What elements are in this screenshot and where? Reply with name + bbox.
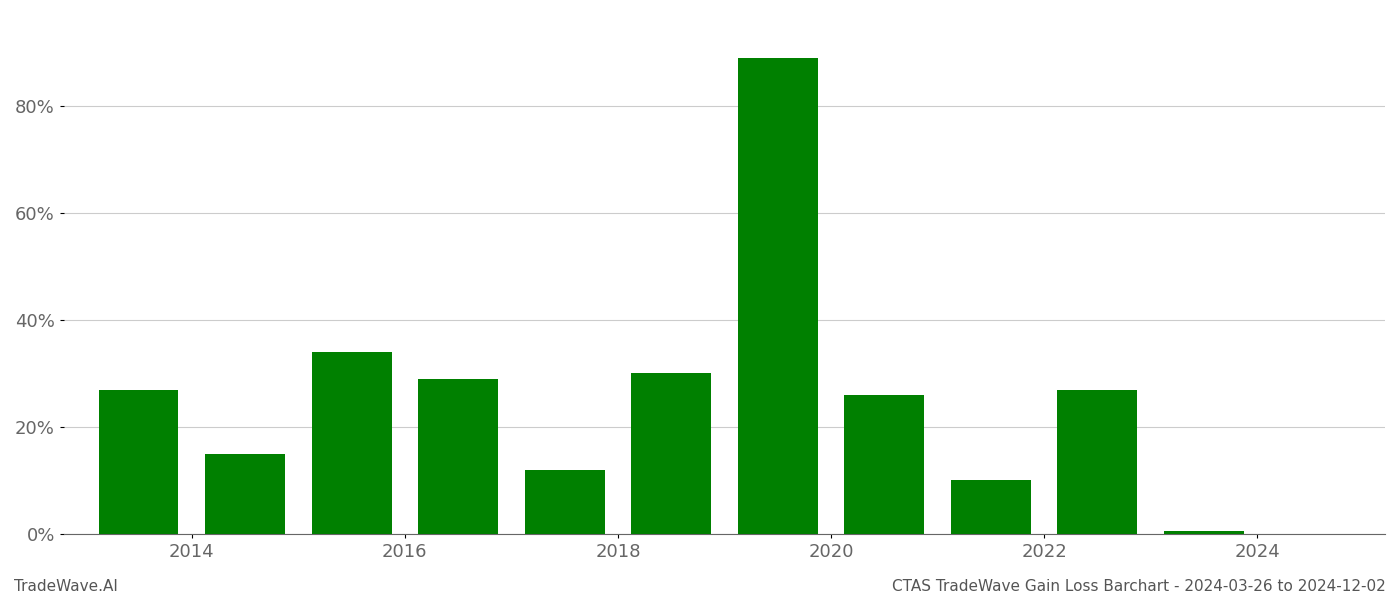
- Bar: [844, 395, 924, 534]
- Bar: [738, 58, 818, 534]
- Bar: [419, 379, 498, 534]
- Bar: [312, 352, 392, 534]
- Bar: [1057, 389, 1137, 534]
- Bar: [525, 470, 605, 534]
- Bar: [98, 389, 178, 534]
- Bar: [204, 454, 286, 534]
- Text: CTAS TradeWave Gain Loss Barchart - 2024-03-26 to 2024-12-02: CTAS TradeWave Gain Loss Barchart - 2024…: [892, 579, 1386, 594]
- Bar: [631, 373, 711, 534]
- Text: TradeWave.AI: TradeWave.AI: [14, 579, 118, 594]
- Bar: [951, 481, 1030, 534]
- Bar: [1163, 531, 1243, 534]
